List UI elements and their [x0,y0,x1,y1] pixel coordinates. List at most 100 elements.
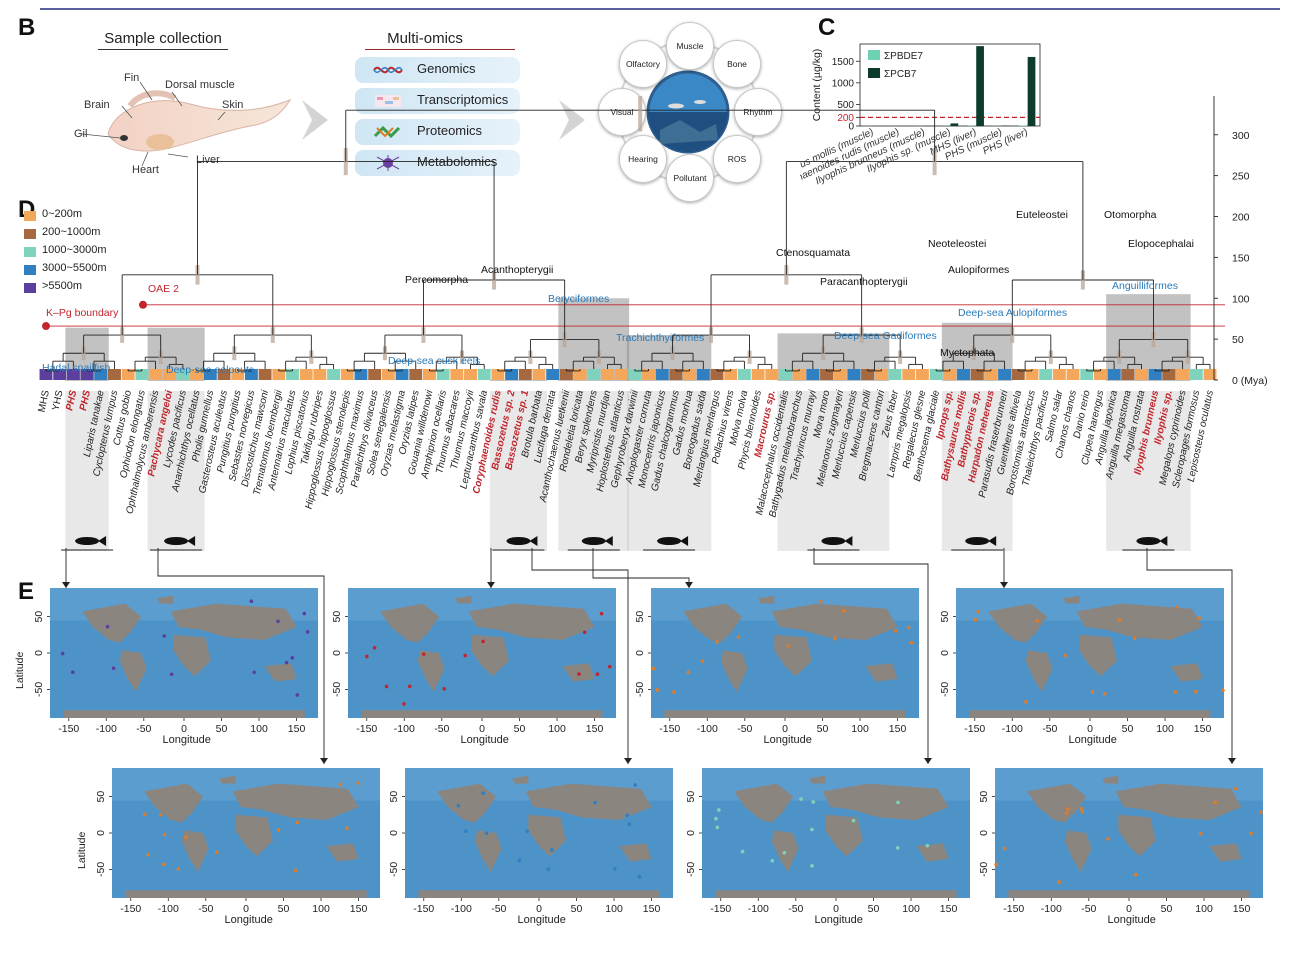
dna-icon [373,62,403,78]
legend-label: ΣPBDE7 [884,51,923,62]
fish-silhouette-icon [506,537,530,545]
clade-label: Beryciformes [548,293,609,305]
node-label: Aulopiformes [948,264,1009,276]
omic-label: Genomics [417,61,476,76]
event-label: OAE 2 [148,283,179,295]
fish-silhouette-icon [1136,537,1160,545]
depth-tip-cell [587,369,600,380]
depth-tip-cell [259,369,272,380]
omic-genomics: Genomics [355,57,520,83]
node-label: Neoteleostei [928,238,986,250]
node-label: Paracanthopterygii [820,276,908,288]
time-tick-label: 100 [1232,293,1250,305]
depth-tip-cell [450,369,463,380]
node-label: Percomorpha [405,274,468,286]
time-tick-label: 0 (Mya) [1232,375,1268,387]
trait-muscle: Muscle [666,22,714,70]
time-tick-label: 150 [1232,252,1250,264]
node-label: Euteleostei [1016,209,1068,221]
legend-label: ΣPCB7 [884,69,917,80]
fish-part-label: Fin [124,72,139,84]
fish-silhouette-icon [164,537,188,545]
connector-line [593,548,689,588]
depth-tip-cell [1190,369,1203,380]
depth-tip-cell [848,369,861,380]
species-label: YHS [51,389,66,412]
fish-silhouette-icon [657,537,681,545]
node-label: Otomorpha [1104,209,1157,221]
time-tick-label: 300 [1232,130,1250,142]
depth-tip-cell [1067,369,1080,380]
arrowhead-icon [924,758,932,764]
depth-tip-cell [519,369,532,380]
clade-label: Trachichthyiformes [616,332,704,344]
time-tick-label: 250 [1232,171,1250,183]
trait-olfactory: Olfactory [619,40,667,88]
depth-tip-cell [1176,369,1189,380]
fish-part-label: Dorsal muscle [165,79,235,91]
fish-silhouette-icon [821,537,845,545]
depth-tip-cell [313,369,326,380]
connector-arrows [0,548,1303,968]
omics-title-underline [365,49,515,50]
y-tick-label: 1500 [832,57,855,68]
arrowhead-icon [62,582,70,588]
clade-label: Deep-sea Gadiformes [834,330,937,342]
clade-label: Deep-sea Aulopiformes [958,307,1067,319]
connector-line [814,548,928,764]
arrowhead-icon [624,758,632,764]
panel-b-letter: B [18,14,35,42]
clade-label: Hadal snailfish [42,362,110,374]
clade-highlight [1106,294,1190,381]
clade-highlight [490,380,547,381]
depth-tip-cell [368,369,381,380]
depth-tip-cell [738,369,751,380]
depth-tip-cell [697,369,710,380]
depth-tip-cell [1204,369,1217,380]
depth-tip-cell [998,369,1011,380]
clade-label: Deep-sea eelpouts [166,364,254,376]
depth-tip-cell [300,369,313,380]
arrowhead-icon [685,582,693,588]
multi-omics-title: Multi-omics [360,30,490,47]
depth-tip-cell [1135,369,1148,380]
node-label: Ctenosquamata [776,247,850,259]
depth-tip-cell [806,369,819,380]
legend-swatch [868,50,880,60]
arrowhead-icon [1228,758,1236,764]
depth-tip-cell [1121,369,1134,380]
node-label: Myctophata [940,347,994,359]
depth-tip-cell [149,369,162,380]
depth-tip-cell [1108,369,1121,380]
depth-tip-cell [1039,369,1052,380]
header-rule [40,8,1280,10]
depth-tip-cell [765,369,778,380]
kpg-marker [42,322,50,330]
depth-tip-cell [546,369,559,380]
connector-line [1147,548,1232,764]
legend-swatch [868,68,880,78]
depth-tip-cell [656,369,669,380]
depth-tip-cell [601,369,614,380]
time-tick-label: 50 [1232,334,1244,346]
depth-tip-cell [902,369,915,380]
fish-silhouette-icon [75,537,99,545]
depth-tip-cell [478,369,491,380]
sample-collection-title: Sample collection [98,30,228,47]
connector-line [158,548,324,764]
event-label: K–Pg boundary [46,307,118,319]
arrowhead-icon [1000,582,1008,588]
depth-tip-cell [615,369,628,380]
trait-bone: Bone [713,40,761,88]
fish-silhouette-icon [582,537,606,545]
depth-tip-cell [916,369,929,380]
fish-silhouette-icon [965,537,989,545]
depth-tip-cell [957,369,970,380]
depth-tip-cell [409,369,422,380]
y-tick-label: 1000 [832,78,855,89]
arrowhead-icon [487,582,495,588]
clade-label: Anguilliformes [1112,280,1178,292]
depth-tip-cell [327,369,340,380]
depth-tip-cell [1053,369,1066,380]
